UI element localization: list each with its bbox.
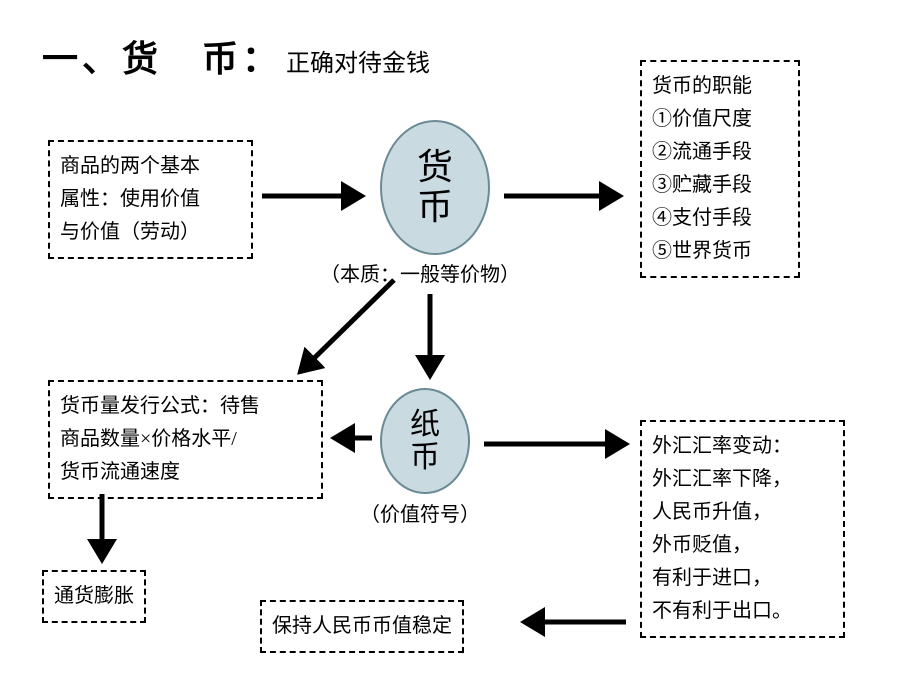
text-line: 人民币升值，	[652, 496, 833, 529]
node-huobi-caption: （本质：一般等价物）	[320, 258, 520, 287]
title-sub: 正确对待金钱	[286, 43, 430, 78]
node-zhibi: 纸 币	[380, 388, 470, 494]
node-forex: 外汇汇率变动： 外汇汇率下降， 人民币升值， 外币贬值， 有利于进口， 不有利于…	[640, 420, 845, 638]
node-zhibi-caption: （价值符号）	[360, 498, 480, 527]
text-line: 货币量发行公式：待售	[60, 390, 311, 423]
text-line: ③贮藏手段	[652, 169, 788, 202]
node-formula: 货币量发行公式：待售 商品数量×价格水平/ 货币流通速度	[48, 380, 323, 499]
title-main: 货 币：	[122, 30, 282, 82]
text-line: 保持人民币币值稳定	[272, 610, 452, 643]
title-prefix: 一、	[42, 30, 122, 82]
text-line: ⑤世界货币	[652, 235, 788, 268]
node-functions: 货币的职能 ①价值尺度 ②流通手段 ③贮藏手段 ④支付手段 ⑤世界货币	[640, 60, 800, 278]
node-zhibi-l2: 币	[410, 441, 440, 474]
node-zhibi-l1: 纸	[410, 408, 440, 441]
text-line: 属性：使用价值	[60, 183, 241, 216]
page-title: 一、 货 币： 正确对待金钱	[42, 30, 430, 82]
node-attributes: 商品的两个基本 属性：使用价值 与价值（劳动）	[48, 140, 253, 259]
text-line: 货币的职能	[652, 70, 788, 103]
text-line: ①价值尺度	[652, 103, 788, 136]
text-line: 有利于进口，	[652, 562, 833, 595]
node-huobi: 货 币	[380, 120, 490, 255]
node-inflation: 通货膨胀	[42, 570, 146, 623]
node-huobi-l2: 币	[417, 188, 453, 228]
text-line: 通货膨胀	[54, 580, 134, 613]
text-line: 外汇汇率下降，	[652, 463, 833, 496]
node-stability: 保持人民币币值稳定	[260, 600, 464, 653]
text-line: 不有利于出口。	[652, 595, 833, 628]
text-line: 与价值（劳动）	[60, 216, 241, 249]
text-line: ④支付手段	[652, 202, 788, 235]
text-line: 商品的两个基本	[60, 150, 241, 183]
text-line: 外币贬值，	[652, 529, 833, 562]
text-line: ②流通手段	[652, 136, 788, 169]
arrow-huobi-to-formula	[300, 280, 394, 372]
text-line: 外汇汇率变动：	[652, 430, 833, 463]
text-line: 货币流通速度	[60, 456, 311, 489]
node-huobi-l1: 货	[417, 148, 453, 188]
text-line: 商品数量×价格水平/	[60, 423, 311, 456]
